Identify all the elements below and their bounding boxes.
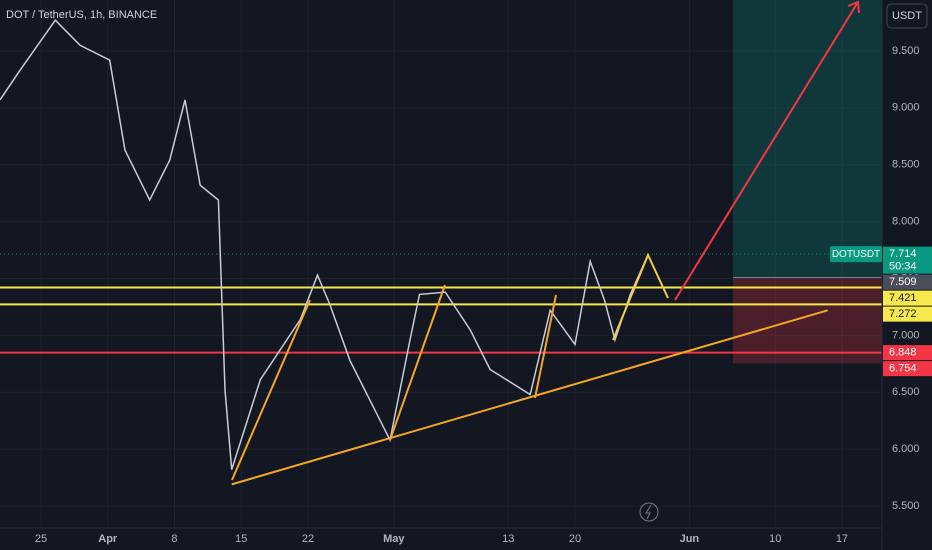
y-tick-label: 9.000	[892, 102, 920, 114]
price-line	[0, 19, 650, 470]
entry-label-box	[883, 274, 932, 290]
arrow-head	[847, 0, 860, 14]
x-tick-label: 10	[769, 533, 781, 545]
level-label-box	[883, 345, 932, 361]
y-tick-label: 8.500	[892, 159, 920, 171]
x-tick-label: 22	[302, 533, 314, 545]
projection-arrow	[674, 1, 859, 301]
position	[733, 0, 882, 364]
y-tick-label: 5.500	[892, 500, 920, 512]
stop-label: 6.754	[889, 363, 917, 375]
wave-line	[231, 299, 311, 481]
replay-icon[interactable]	[639, 502, 659, 522]
y-tick-label: 7.000	[892, 329, 920, 341]
grid	[0, 0, 882, 528]
currency-button[interactable]	[886, 3, 928, 29]
trend-line	[231, 309, 828, 486]
plot	[0, 19, 882, 486]
target-zone	[733, 0, 882, 278]
x-tick-label: Apr	[98, 533, 118, 545]
last-price-label: 7.714	[889, 248, 917, 260]
axis-labels: 5.5006.0006.5007.0007.5008.0008.5009.000…	[35, 45, 932, 545]
wave-line	[389, 284, 446, 441]
x-tick-label: 13	[502, 533, 514, 545]
stop-label-box	[883, 361, 932, 377]
wave-line	[612, 252, 669, 341]
countdown: 50:34	[889, 261, 917, 273]
x-tick-label: 8	[171, 533, 177, 545]
level-label-box	[883, 290, 932, 306]
currency[interactable]: USDT	[892, 10, 922, 22]
last-price-label-box	[883, 246, 932, 274]
stop-zone	[733, 277, 882, 364]
y-tick-label: 8.000	[892, 215, 920, 227]
y-tick-label: 9.500	[892, 45, 920, 57]
entry-label: 7.509	[889, 276, 917, 288]
y-tick-label: 6.500	[892, 386, 920, 398]
wave-line	[534, 294, 557, 399]
x-tick-label: 25	[35, 533, 47, 545]
x-tick-label: Jun	[680, 533, 700, 545]
y-tick-label: 6.000	[892, 443, 920, 455]
symbol-tag-box	[830, 246, 882, 263]
symbol-tag: DOTUSDT	[832, 249, 880, 260]
x-tick-label: 15	[235, 533, 247, 545]
x-tick-label: May	[383, 533, 405, 545]
x-tick-label: 20	[569, 533, 581, 545]
level-label-box	[883, 306, 932, 322]
replay-icon-bolt	[645, 504, 652, 520]
chart-title: DOT / TetherUS, 1h, BINANCE	[6, 9, 157, 21]
level-label: 7.272	[889, 308, 917, 320]
x-tick-label: 17	[836, 533, 848, 545]
drawings	[231, 0, 860, 481]
level-label: 6.848	[889, 347, 917, 359]
level-label: 7.421	[889, 292, 917, 304]
